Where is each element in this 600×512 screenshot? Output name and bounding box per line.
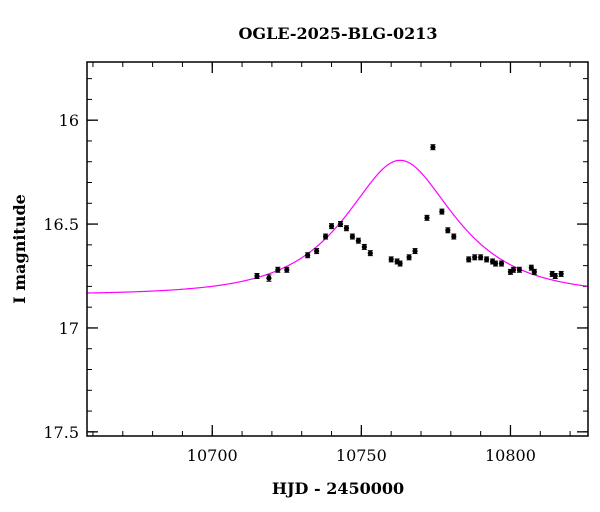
data-point bbox=[328, 223, 335, 229]
data-point bbox=[510, 267, 517, 273]
data-point bbox=[397, 260, 403, 267]
data-point bbox=[355, 238, 361, 244]
data-point bbox=[406, 254, 412, 260]
major-ticks bbox=[87, 62, 588, 436]
data-point bbox=[430, 144, 436, 150]
y-tick-label: 16.5 bbox=[43, 215, 79, 234]
data-points bbox=[254, 144, 564, 282]
plot-frame bbox=[86, 61, 589, 437]
tick-labels: 10700 10750 10800 16 16.5 17 17.5 bbox=[43, 111, 536, 465]
data-point bbox=[552, 273, 558, 279]
chart-title: OGLE-2025-BLG-0213 bbox=[238, 24, 437, 43]
x-axis-label: HJD - 2450000 bbox=[272, 479, 404, 498]
x-tick-label: 10800 bbox=[485, 446, 536, 465]
data-point bbox=[445, 227, 451, 233]
data-point bbox=[388, 256, 394, 262]
x-tick-label: 10750 bbox=[336, 446, 387, 465]
data-point bbox=[266, 275, 272, 281]
minor-ticks bbox=[87, 62, 588, 436]
data-point bbox=[284, 267, 290, 273]
data-point bbox=[558, 271, 564, 277]
y-tick-label: 16 bbox=[59, 111, 79, 130]
data-point bbox=[439, 209, 445, 215]
data-point bbox=[484, 256, 490, 262]
data-point bbox=[516, 267, 523, 273]
data-point bbox=[254, 273, 260, 279]
data-point bbox=[531, 269, 537, 275]
data-point bbox=[275, 267, 281, 273]
data-point bbox=[314, 248, 320, 254]
y-tick-label: 17.5 bbox=[43, 423, 79, 442]
data-point bbox=[305, 252, 311, 258]
x-tick-label: 10700 bbox=[187, 446, 238, 465]
data-point bbox=[478, 254, 484, 260]
data-point bbox=[337, 221, 344, 227]
data-point bbox=[498, 260, 505, 267]
data-point bbox=[412, 248, 418, 254]
data-point bbox=[361, 244, 367, 250]
data-point bbox=[349, 233, 356, 240]
data-point bbox=[322, 233, 329, 240]
data-point bbox=[367, 250, 373, 256]
data-point bbox=[424, 215, 430, 221]
data-point bbox=[343, 225, 350, 231]
data-point bbox=[492, 260, 499, 267]
y-tick-label: 17 bbox=[59, 319, 79, 338]
data-point bbox=[451, 233, 457, 240]
data-point bbox=[472, 254, 478, 260]
data-point bbox=[466, 256, 472, 262]
y-axis-label: I magnitude bbox=[10, 194, 29, 304]
model-curve bbox=[86, 159, 589, 294]
